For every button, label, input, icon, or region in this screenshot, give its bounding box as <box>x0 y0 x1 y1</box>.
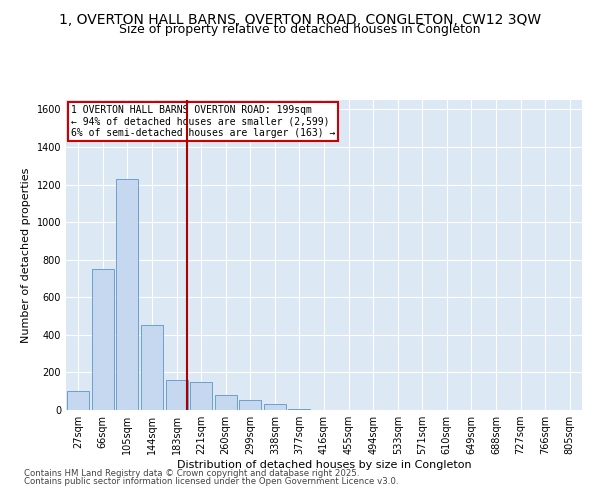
Bar <box>166 380 188 410</box>
Bar <box>116 179 139 410</box>
Bar <box>67 391 89 410</box>
Bar <box>239 400 262 410</box>
Text: 1, OVERTON HALL BARNS, OVERTON ROAD, CONGLETON, CW12 3QW: 1, OVERTON HALL BARNS, OVERTON ROAD, CON… <box>59 12 541 26</box>
Bar <box>264 404 286 410</box>
Text: Size of property relative to detached houses in Congleton: Size of property relative to detached ho… <box>119 22 481 36</box>
Bar <box>215 395 237 410</box>
Text: Contains HM Land Registry data © Crown copyright and database right 2025.: Contains HM Land Registry data © Crown c… <box>24 468 359 477</box>
Bar <box>190 382 212 410</box>
X-axis label: Distribution of detached houses by size in Congleton: Distribution of detached houses by size … <box>176 460 472 470</box>
Text: Contains public sector information licensed under the Open Government Licence v3: Contains public sector information licen… <box>24 477 398 486</box>
Bar <box>289 409 310 410</box>
Y-axis label: Number of detached properties: Number of detached properties <box>21 168 31 342</box>
Text: 1 OVERTON HALL BARNS OVERTON ROAD: 199sqm
← 94% of detached houses are smaller (: 1 OVERTON HALL BARNS OVERTON ROAD: 199sq… <box>71 104 335 138</box>
Bar <box>92 269 114 410</box>
Bar <box>141 326 163 410</box>
